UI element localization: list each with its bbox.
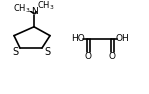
Text: HO: HO — [71, 34, 85, 43]
Text: CH$_3$: CH$_3$ — [37, 0, 55, 12]
Text: O: O — [84, 52, 91, 61]
Text: O: O — [108, 52, 115, 61]
Text: S: S — [44, 47, 50, 57]
Text: OH: OH — [115, 34, 129, 43]
Text: CH$_3$: CH$_3$ — [13, 3, 31, 15]
Text: S: S — [12, 47, 18, 57]
Text: N: N — [31, 7, 37, 16]
